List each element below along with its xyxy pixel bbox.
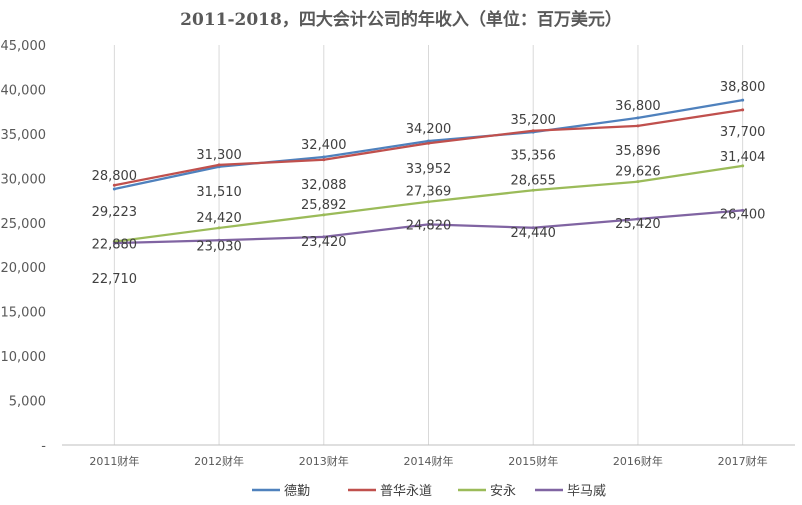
x-tick-label: 2012财年 [194,454,244,468]
data-point [531,226,535,230]
x-tick-label: 2016财年 [613,454,663,468]
y-tick-label: 5,000 [9,395,46,410]
data-point [636,217,640,221]
data-label: 32,400 [301,138,347,153]
data-labels: 28,800 31,300 32,400 34,200 35,200 36,800 38,8… [92,80,766,287]
data-point [636,180,640,184]
data-point [427,222,430,226]
data-point [531,129,535,133]
data-label: 22,880 [92,238,138,253]
data-point [427,200,430,204]
data-point [322,158,326,162]
data-point [741,208,745,212]
data-point [741,98,745,102]
data-point [112,241,116,245]
y-tick-label: 40,000 [1,83,47,98]
y-tick-label: 45,000 [1,39,47,54]
data-label: 35,356 [510,149,556,164]
data-label: 23,030 [196,239,242,254]
x-axis: 2011财年 2012财年 2013财年 2014财年 2015财年 2016财年 2017… [89,454,767,468]
y-tick-label: - [41,439,46,454]
data-label: 35,200 [510,113,556,128]
data-point [531,188,535,192]
data-label: 34,200 [406,122,452,137]
data-label: 29,223 [92,205,138,220]
data-label: 23,420 [301,235,347,250]
data-point [217,163,221,167]
data-label: 37,700 [720,125,766,140]
data-label: 28,655 [510,173,556,188]
data-point [741,108,745,112]
data-label: 32,088 [301,178,347,193]
y-tick-label: 35,000 [1,128,47,143]
data-label: 28,800 [92,169,138,184]
legend-label: 德勤 [284,484,310,499]
y-axis: - 5,000 10,000 15,000 20,000 25,000 30,000 35,0… [1,39,47,454]
x-tick-label: 2013财年 [299,454,349,468]
grid-lines [62,45,795,446]
y-tick-label: 10,000 [1,350,47,365]
legend-label: 毕马威 [567,484,606,499]
data-label: 26,400 [720,207,766,222]
data-label: 36,800 [615,99,661,114]
data-label: 27,369 [406,185,452,200]
y-tick-label: 25,000 [1,217,47,232]
data-point [427,141,430,145]
data-label: 25,892 [301,198,347,213]
data-point [322,235,326,239]
data-label: 24,420 [196,211,242,226]
data-label: 35,896 [615,144,661,159]
x-tick-label: 2011财年 [89,454,139,468]
chart-title: 2011-2018，四大会计公司的年收入（单位：百万美元） [180,9,622,30]
data-label: 29,626 [615,165,661,180]
data-point [636,116,640,120]
data-point [217,238,221,242]
y-tick-label: 30,000 [1,172,47,187]
data-label: 25,420 [615,217,661,232]
data-label: 38,800 [720,80,766,95]
series-lines [112,98,745,245]
data-point [112,187,116,191]
x-tick-label: 2014财年 [404,454,454,468]
legend: 德勤 普华永道 安永 毕马威 [252,484,606,499]
x-tick-label: 2015财年 [508,454,558,468]
legend-label: 安永 [490,484,516,499]
x-tick-label: 2017财年 [718,454,768,468]
data-label: 24,820 [406,218,452,233]
legend-label: 普华永道 [380,484,432,499]
data-label: 24,440 [510,226,556,241]
data-label: 31,404 [720,150,766,165]
data-point [322,213,326,217]
y-tick-label: 20,000 [1,261,47,276]
y-tick-label: 15,000 [1,306,47,321]
data-point [217,226,221,230]
data-point [112,183,116,187]
data-point [741,164,745,168]
data-label: 31,300 [196,148,242,163]
data-label: 22,710 [92,272,138,287]
data-label: 33,952 [406,162,452,177]
data-point [636,124,640,128]
data-point [427,139,430,143]
data-label: 31,510 [196,185,242,200]
data-point [322,155,326,159]
